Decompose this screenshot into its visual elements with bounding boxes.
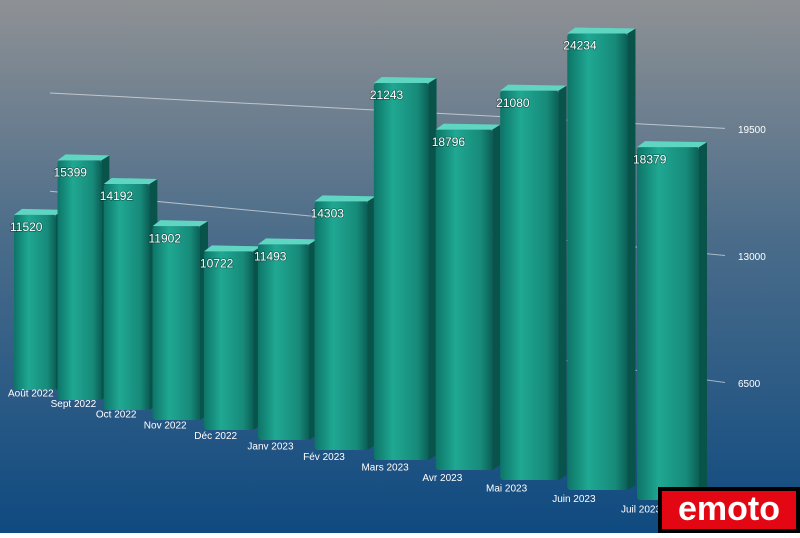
y-tick-label: 19500 — [738, 125, 766, 136]
x-tick-label: Août 2022 — [8, 389, 54, 400]
bar-group: 15399 Sept 2022 — [51, 154, 110, 410]
x-tick-label: Janv 2023 — [247, 441, 294, 452]
y-tick-label: 13000 — [738, 252, 766, 263]
value-label: 15399 — [54, 166, 88, 180]
x-tick-label: Mai 2023 — [486, 484, 528, 495]
logo: emoto — [658, 487, 800, 533]
bar-group: 18379 Juil 2023 — [621, 141, 707, 516]
bar — [500, 90, 559, 480]
value-label: 18379 — [633, 152, 667, 166]
logo-inner — [662, 491, 796, 529]
x-tick-label: Oct 2022 — [96, 410, 137, 421]
bar-top — [314, 195, 376, 202]
bar-top — [435, 123, 501, 130]
bar-side — [699, 142, 707, 500]
x-tick-label: Nov 2022 — [144, 420, 187, 431]
bar-side — [627, 28, 636, 491]
x-tick-label: Fév 2023 — [303, 452, 345, 463]
bar — [373, 83, 429, 460]
bar-top — [567, 27, 636, 34]
value-label: 11493 — [254, 250, 287, 264]
x-tick-label: Sept 2022 — [51, 399, 97, 410]
bar — [57, 160, 102, 400]
value-label: 18796 — [432, 135, 466, 149]
x-tick-label: Mars 2023 — [361, 462, 409, 473]
bar-group: 11902 Nov 2022 — [144, 220, 208, 431]
bar-top — [14, 208, 64, 215]
bar — [637, 147, 699, 500]
bar-top — [373, 77, 437, 84]
bar — [103, 183, 150, 410]
bar-top — [500, 84, 567, 91]
bar-top — [203, 245, 262, 252]
value-label: 24234 — [563, 39, 597, 53]
bar-group: 21080 Mai 2023 — [486, 84, 567, 495]
bar — [203, 251, 254, 430]
bar-group: 14303 Fév 2023 — [303, 195, 376, 463]
bar-group: 21243 Mars 2023 — [361, 77, 437, 473]
value-label: 14192 — [100, 189, 134, 203]
value-label: 21080 — [496, 96, 530, 110]
bar-group: 10722 Déc 2022 — [194, 245, 262, 442]
bar-top — [637, 141, 707, 148]
bar-side — [428, 78, 437, 460]
value-label: 11520 — [10, 220, 43, 234]
bar-top — [57, 154, 110, 161]
value-label: 11902 — [149, 231, 182, 245]
bar-group: 14192 Oct 2022 — [96, 177, 158, 421]
logo-text: emoto — [678, 490, 780, 528]
bar-side — [367, 196, 376, 450]
bar-group: 18796 Avr 2023 — [422, 123, 501, 484]
bar — [152, 226, 200, 420]
bar — [435, 129, 493, 470]
bar-top — [103, 177, 158, 184]
y-tick-label: 6500 — [738, 379, 761, 390]
bar-top — [257, 238, 318, 245]
bar-side — [558, 85, 567, 480]
value-label: 10722 — [200, 257, 234, 271]
x-tick-label: Avr 2023 — [422, 473, 462, 484]
x-tick-label: Juin 2023 — [552, 494, 596, 505]
x-tick-label: Juil 2023 — [621, 505, 661, 516]
x-tick-label: Déc 2022 — [194, 431, 237, 442]
bar — [14, 214, 56, 390]
bar — [567, 33, 628, 490]
bar-group: 24234 Juin 2023 — [552, 27, 636, 505]
bar-group: 11520 Août 2022 — [8, 208, 64, 400]
bar — [257, 244, 310, 440]
bar-top — [152, 220, 208, 227]
bar — [314, 201, 368, 450]
bar-side — [492, 124, 501, 471]
value-label: 21243 — [370, 88, 404, 102]
value-label: 14303 — [311, 207, 345, 221]
